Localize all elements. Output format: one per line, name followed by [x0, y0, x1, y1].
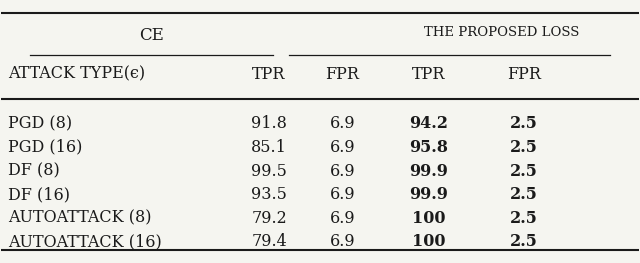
- Text: 91.8: 91.8: [251, 115, 287, 132]
- Text: 6.9: 6.9: [330, 210, 355, 227]
- Text: 94.2: 94.2: [409, 115, 448, 132]
- Text: PGD (16): PGD (16): [8, 139, 82, 156]
- Text: 6.9: 6.9: [330, 234, 355, 250]
- Text: 2.5: 2.5: [510, 115, 538, 132]
- Text: 2.5: 2.5: [510, 186, 538, 203]
- Text: ATTACK TYPE(ϵ): ATTACK TYPE(ϵ): [8, 66, 145, 83]
- Text: PGD (8): PGD (8): [8, 115, 72, 132]
- Text: 99.5: 99.5: [251, 163, 287, 180]
- Text: 93.5: 93.5: [251, 186, 287, 203]
- Text: 79.2: 79.2: [251, 210, 287, 227]
- Text: 79.4: 79.4: [251, 234, 287, 250]
- Text: 100: 100: [412, 210, 445, 227]
- Text: TPR: TPR: [412, 66, 445, 83]
- Text: 2.5: 2.5: [510, 163, 538, 180]
- Text: 6.9: 6.9: [330, 163, 355, 180]
- Text: 6.9: 6.9: [330, 115, 355, 132]
- Text: AUTOATTACK (8): AUTOATTACK (8): [8, 210, 151, 227]
- Text: 100: 100: [412, 234, 445, 250]
- Text: 95.8: 95.8: [409, 139, 448, 156]
- Text: CE: CE: [140, 27, 164, 44]
- Text: 6.9: 6.9: [330, 186, 355, 203]
- Text: DF (16): DF (16): [8, 186, 70, 203]
- Text: 2.5: 2.5: [510, 139, 538, 156]
- Text: DF (8): DF (8): [8, 163, 60, 180]
- Text: FPR: FPR: [325, 66, 359, 83]
- Text: 2.5: 2.5: [510, 234, 538, 250]
- Text: TPR: TPR: [252, 66, 286, 83]
- Text: 99.9: 99.9: [409, 163, 448, 180]
- Text: 6.9: 6.9: [330, 139, 355, 156]
- Text: 99.9: 99.9: [409, 186, 448, 203]
- Text: 85.1: 85.1: [251, 139, 287, 156]
- Text: THE PROPOSED LOSS: THE PROPOSED LOSS: [424, 26, 579, 39]
- Text: AUTOATTACK (16): AUTOATTACK (16): [8, 234, 161, 250]
- Text: FPR: FPR: [507, 66, 541, 83]
- Text: 2.5: 2.5: [510, 210, 538, 227]
